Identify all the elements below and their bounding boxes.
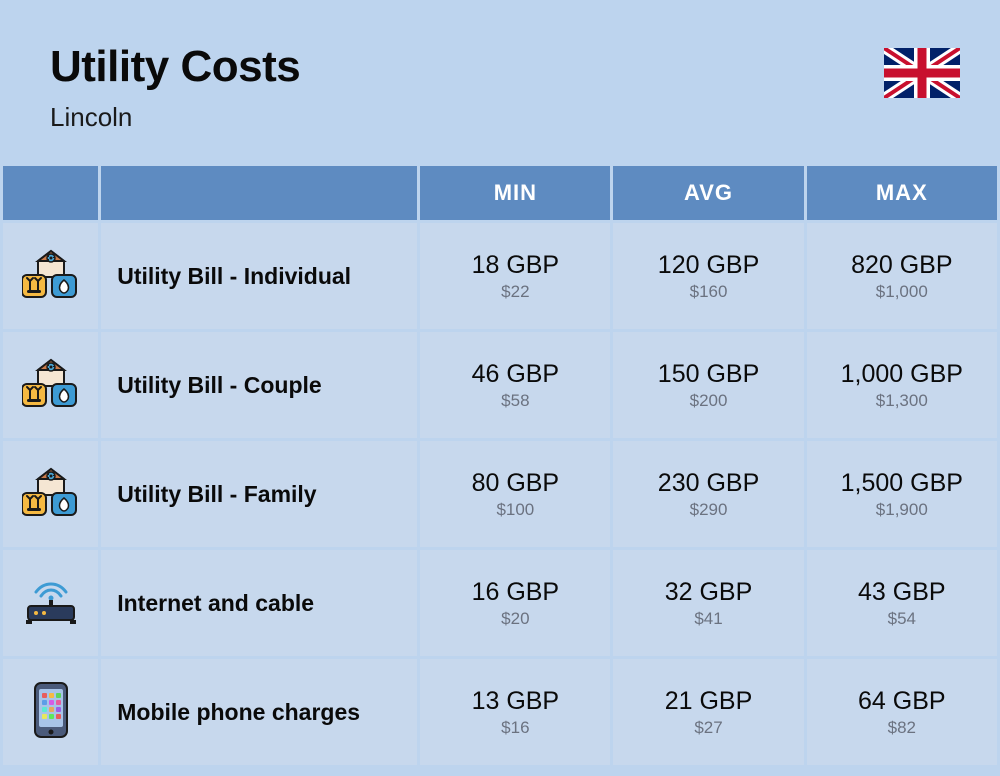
value-main: 43 GBP (807, 578, 997, 607)
value-sub: $54 (807, 609, 997, 629)
header-blank-icon (3, 166, 98, 220)
value-cell: 80 GBP$100 (420, 441, 610, 547)
value-sub: $160 (613, 282, 803, 302)
value-cell: 21 GBP$27 (613, 659, 803, 765)
value-cell: 18 GBP$22 (420, 223, 610, 329)
value-main: 18 GBP (420, 251, 610, 280)
utility-house-icon (3, 332, 98, 438)
value-main: 150 GBP (613, 360, 803, 389)
value-sub: $1,900 (807, 500, 997, 520)
column-header-max: MAX (807, 166, 997, 220)
router-icon (3, 550, 98, 656)
table-row: Utility Bill - Family80 GBP$100230 GBP$2… (3, 441, 997, 547)
header: Utility Costs Lincoln (0, 0, 1000, 163)
table-row: Mobile phone charges13 GBP$1621 GBP$2764… (3, 659, 997, 765)
value-sub: $200 (613, 391, 803, 411)
table-row: Utility Bill - Couple46 GBP$58150 GBP$20… (3, 332, 997, 438)
column-header-min: MIN (420, 166, 610, 220)
value-sub: $58 (420, 391, 610, 411)
column-header-avg: AVG (613, 166, 803, 220)
value-sub: $290 (613, 500, 803, 520)
row-label: Utility Bill - Couple (101, 332, 417, 438)
value-main: 21 GBP (613, 687, 803, 716)
page-subtitle: Lincoln (50, 102, 300, 133)
costs-table: MIN AVG MAX Utility Bill (0, 163, 1000, 768)
value-main: 13 GBP (420, 687, 610, 716)
value-sub: $41 (613, 609, 803, 629)
uk-flag-icon (884, 48, 960, 98)
table-header-row: MIN AVG MAX (3, 166, 997, 220)
value-main: 820 GBP (807, 251, 997, 280)
page-title: Utility Costs (50, 42, 300, 92)
value-cell: 120 GBP$160 (613, 223, 803, 329)
utility-house-icon (3, 441, 98, 547)
header-left: Utility Costs Lincoln (50, 42, 300, 133)
value-cell: 16 GBP$20 (420, 550, 610, 656)
value-sub: $100 (420, 500, 610, 520)
value-cell: 32 GBP$41 (613, 550, 803, 656)
value-cell: 820 GBP$1,000 (807, 223, 997, 329)
row-label: Internet and cable (101, 550, 417, 656)
row-label: Utility Bill - Family (101, 441, 417, 547)
value-sub: $1,000 (807, 282, 997, 302)
value-cell: 1,000 GBP$1,300 (807, 332, 997, 438)
row-label: Utility Bill - Individual (101, 223, 417, 329)
value-sub: $20 (420, 609, 610, 629)
table-row: Internet and cable16 GBP$2032 GBP$4143 G… (3, 550, 997, 656)
value-cell: 1,500 GBP$1,900 (807, 441, 997, 547)
value-cell: 43 GBP$54 (807, 550, 997, 656)
value-cell: 13 GBP$16 (420, 659, 610, 765)
utility-house-icon (3, 223, 98, 329)
value-main: 230 GBP (613, 469, 803, 498)
value-main: 32 GBP (613, 578, 803, 607)
value-cell: 46 GBP$58 (420, 332, 610, 438)
page-container: Utility Costs Lincoln MIN AVG MAX (0, 0, 1000, 776)
value-sub: $27 (613, 718, 803, 738)
value-main: 46 GBP (420, 360, 610, 389)
value-cell: 64 GBP$82 (807, 659, 997, 765)
table-row: Utility Bill - Individual18 GBP$22120 GB… (3, 223, 997, 329)
value-cell: 150 GBP$200 (613, 332, 803, 438)
value-main: 1,500 GBP (807, 469, 997, 498)
value-main: 16 GBP (420, 578, 610, 607)
value-main: 1,000 GBP (807, 360, 997, 389)
value-main: 64 GBP (807, 687, 997, 716)
value-cell: 230 GBP$290 (613, 441, 803, 547)
row-label: Mobile phone charges (101, 659, 417, 765)
phone-icon (3, 659, 98, 765)
value-sub: $82 (807, 718, 997, 738)
value-main: 120 GBP (613, 251, 803, 280)
value-sub: $1,300 (807, 391, 997, 411)
value-sub: $16 (420, 718, 610, 738)
value-sub: $22 (420, 282, 610, 302)
header-blank-label (101, 166, 417, 220)
value-main: 80 GBP (420, 469, 610, 498)
